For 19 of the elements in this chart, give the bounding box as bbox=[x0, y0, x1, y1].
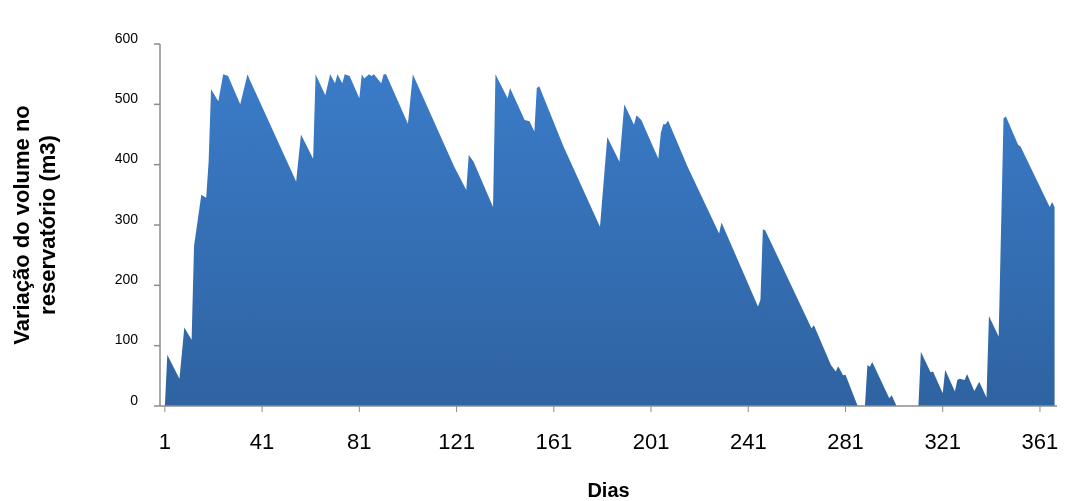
x-tick-label: 161 bbox=[535, 429, 573, 454]
x-tick-label: 321 bbox=[924, 429, 962, 454]
y-axis-title: Variação do volume no reservatório (m3) bbox=[8, 105, 61, 345]
y-tick-label: 0 bbox=[130, 391, 139, 408]
y-tick-label: 100 bbox=[114, 331, 139, 348]
x-axis-title: Dias bbox=[587, 479, 630, 501]
x-tick-label: 361 bbox=[1021, 429, 1059, 454]
x-tick-label: 41 bbox=[249, 429, 275, 454]
x-tick-label: 81 bbox=[347, 429, 372, 454]
x-tick-label: 201 bbox=[632, 429, 670, 454]
y-tick-label: 200 bbox=[114, 270, 139, 287]
x-tick-label: 1 bbox=[158, 429, 171, 454]
y-tick-label: 400 bbox=[114, 150, 139, 167]
y-tick-label: 600 bbox=[114, 29, 139, 46]
x-tick-label: 121 bbox=[438, 429, 475, 454]
x-tick-label: 281 bbox=[827, 429, 864, 454]
y-tick-label: 300 bbox=[114, 210, 139, 227]
y-tick-label: 500 bbox=[114, 89, 139, 106]
x-tick-label: 241 bbox=[729, 429, 767, 454]
